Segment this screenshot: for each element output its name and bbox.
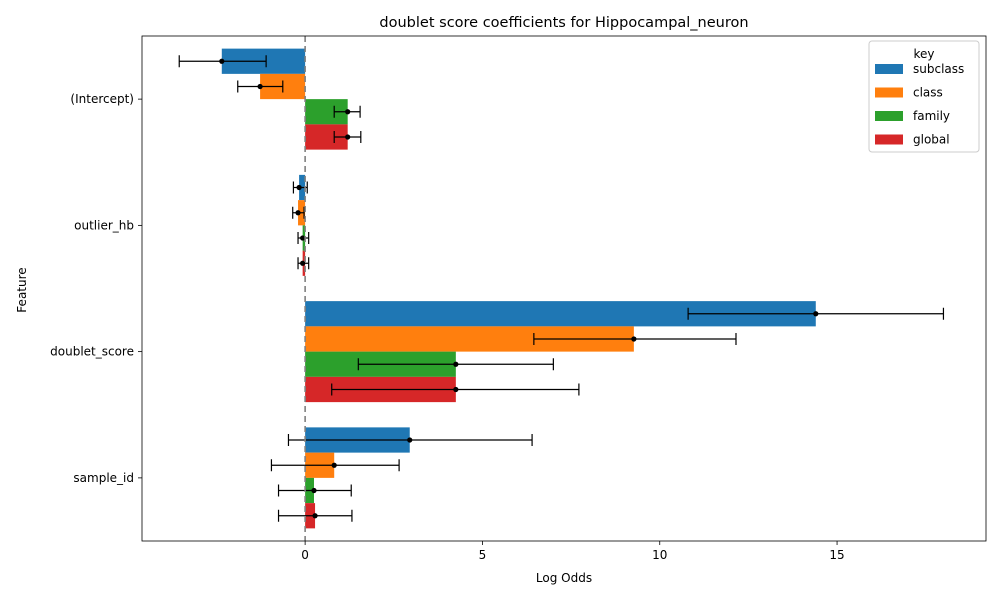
point-estimate	[219, 58, 225, 64]
point-estimate	[453, 361, 459, 367]
legend-label-subclass: subclass	[913, 62, 964, 76]
point-estimate	[295, 210, 301, 216]
x-axis: 0 5 10 15	[301, 541, 845, 562]
legend-items: subclass class family global	[875, 62, 964, 147]
y-tick-label: outlier_hb	[74, 218, 134, 232]
point-estimate	[453, 386, 459, 393]
x-axis-label: Log Odds	[536, 571, 592, 585]
legend-label-global: global	[913, 133, 950, 147]
x-tick-label: 0	[301, 548, 309, 562]
chart-title: doublet score coefficients for Hippocamp…	[379, 15, 748, 31]
legend-title: key	[913, 47, 934, 61]
y-tick-label: doublet_score	[50, 345, 134, 359]
plot-bars	[221, 48, 816, 529]
x-tick-label: 10	[652, 548, 667, 562]
point-estimate	[345, 134, 351, 140]
point-estimate	[311, 487, 317, 494]
point-estimate	[407, 437, 413, 443]
point-estimate	[296, 184, 302, 191]
legend-label-family: family	[913, 109, 950, 123]
legend-swatch-subclass	[875, 64, 903, 74]
legend-swatch-global	[875, 134, 903, 145]
x-tick-label: 15	[829, 548, 844, 562]
plot-frame	[141, 35, 987, 542]
y-tick-label: sample_id	[73, 471, 134, 485]
point-estimate	[312, 513, 318, 519]
legend-label-class: class	[913, 86, 943, 100]
y-tick-label: (Intercept)	[70, 92, 134, 106]
point-estimate	[631, 336, 637, 342]
point-estimate	[257, 83, 263, 90]
point-estimate	[300, 235, 306, 241]
point-estimate	[345, 109, 351, 115]
point-estimate	[813, 311, 819, 317]
y-axis-label: Feature	[15, 267, 29, 312]
plot-errors	[178, 55, 945, 522]
legend-swatch-class	[875, 87, 903, 98]
legend-swatch-family	[875, 111, 903, 121]
legend: key subclass class family global	[868, 40, 980, 153]
point-estimate	[331, 462, 337, 468]
x-tick-label: 5	[479, 548, 487, 562]
point-estimate	[300, 260, 306, 266]
y-axis: (Intercept) outlier_hb doublet_scoresample…	[50, 92, 142, 485]
